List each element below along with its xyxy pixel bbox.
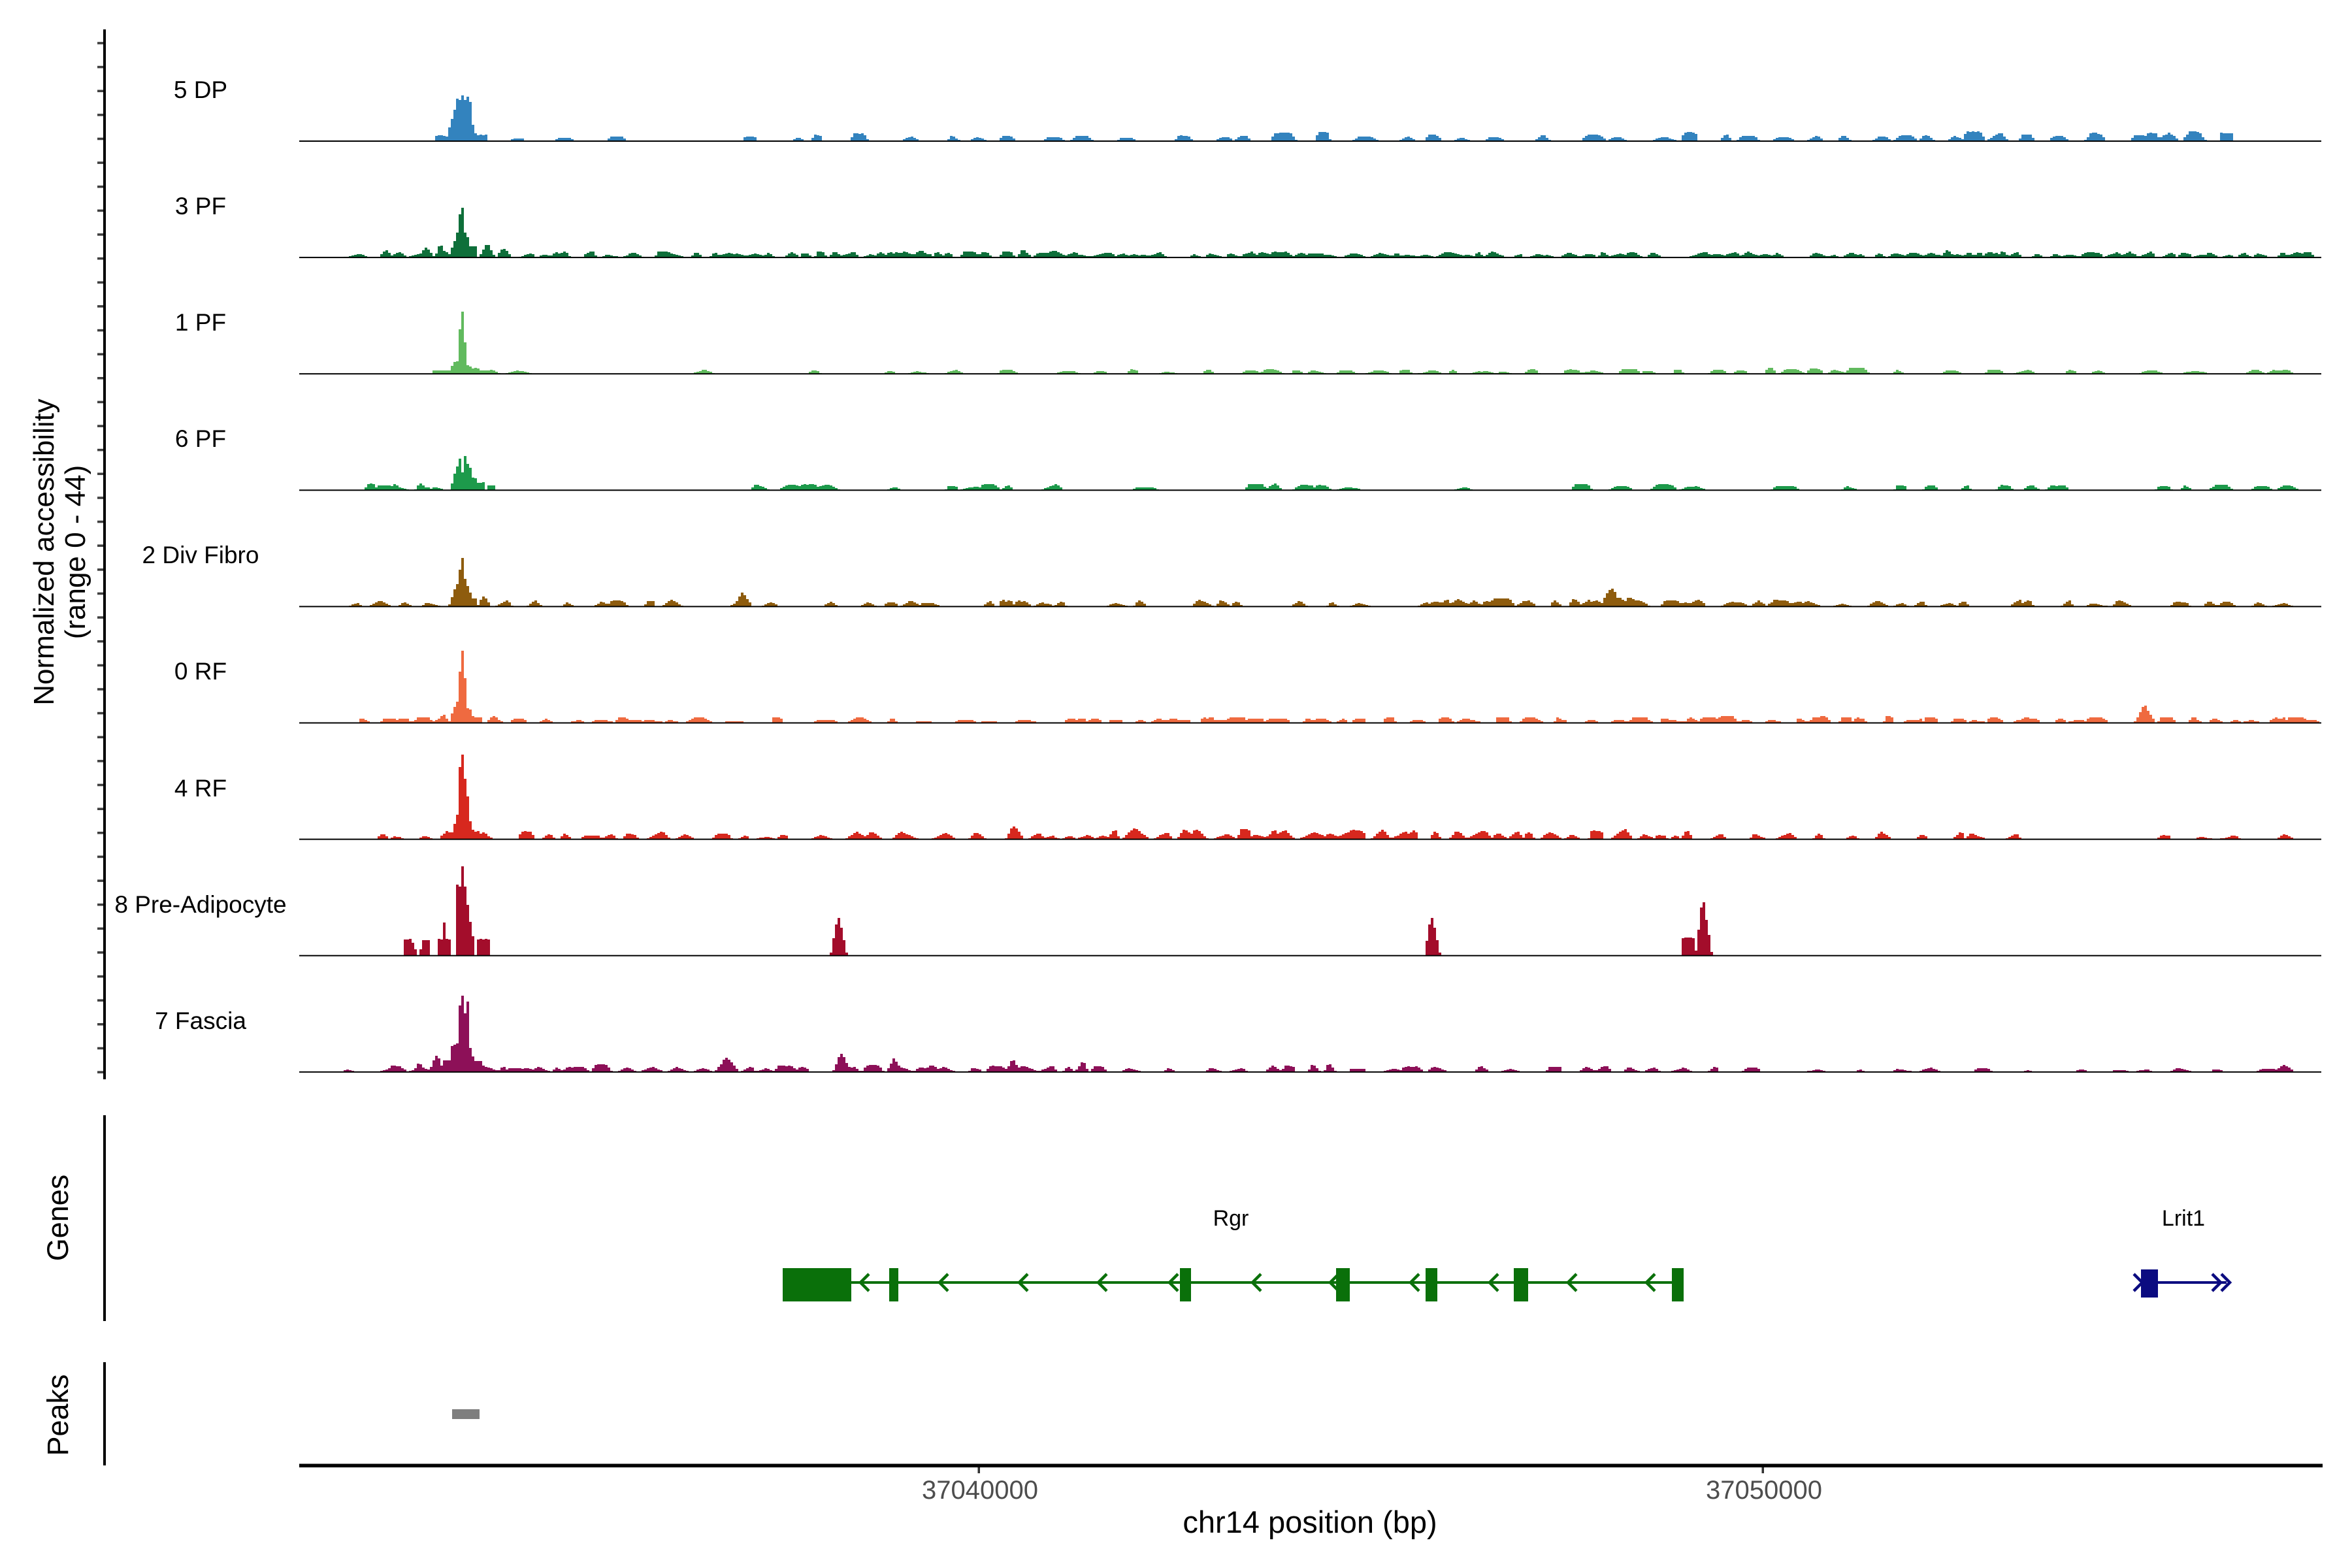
- svg-text:Rgr: Rgr: [1213, 1206, 1249, 1231]
- svg-text:5 DP: 5 DP: [174, 76, 227, 103]
- svg-text:Genes: Genes: [41, 1175, 74, 1262]
- svg-text:1 PF: 1 PF: [175, 309, 226, 336]
- svg-text:Lrit1: Lrit1: [2162, 1206, 2205, 1231]
- svg-text:3 PF: 3 PF: [175, 193, 226, 220]
- svg-text:2 Div Fibro: 2 Div Fibro: [142, 542, 259, 568]
- svg-text:(range 0 - 44): (range 0 - 44): [59, 465, 91, 640]
- svg-text:4 RF: 4 RF: [174, 775, 227, 802]
- svg-text:Normalized accessibility: Normalized accessibility: [28, 399, 60, 705]
- svg-text:8 Pre-Adipocyte: 8 Pre-Adipocyte: [114, 891, 286, 918]
- svg-text:6 PF: 6 PF: [175, 425, 226, 452]
- svg-text:7 Fascia: 7 Fascia: [155, 1007, 246, 1034]
- svg-text:37050000: 37050000: [1706, 1476, 1822, 1505]
- svg-text:Peaks: Peaks: [41, 1374, 74, 1456]
- svg-text:37040000: 37040000: [922, 1476, 1038, 1505]
- svg-text:0 RF: 0 RF: [174, 658, 227, 685]
- svg-text:chr14 position (bp): chr14 position (bp): [1183, 1505, 1437, 1539]
